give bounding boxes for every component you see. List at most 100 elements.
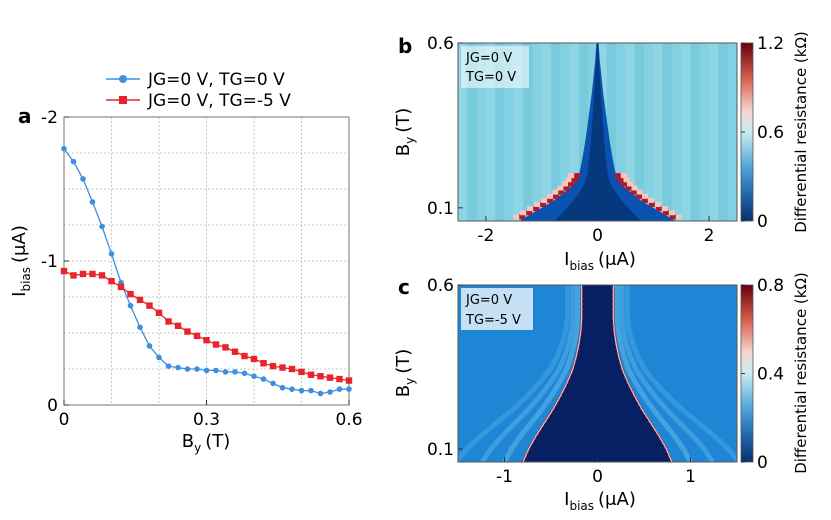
- data-point: [307, 371, 315, 378]
- data-point: [79, 270, 87, 278]
- data-point: [203, 367, 210, 374]
- switching-step: [533, 206, 540, 212]
- data-point: [269, 362, 277, 370]
- data-point: [327, 389, 333, 395]
- panel-b-annotation-box: [461, 46, 529, 88]
- panel-b-colorbar-label: Differential resistance (kΩ): [792, 31, 810, 233]
- switching-step-halo: [513, 214, 520, 220]
- switching-step: [567, 181, 574, 187]
- switching-step-halo: [623, 177, 630, 183]
- switching-step: [547, 197, 554, 203]
- switching-step: [655, 206, 662, 212]
- data-point: [61, 145, 67, 152]
- data-point: [317, 373, 324, 380]
- switching-step: [540, 201, 547, 207]
- data-point: [155, 309, 163, 317]
- legend-label-2: JG=0 V, TG=-5 V: [147, 91, 291, 111]
- panel-b-x-ticks: -2 0 2: [477, 216, 715, 246]
- panel-c-annotation-line-1: JG=0 V: [465, 293, 512, 308]
- stripe: [690, 43, 700, 221]
- stripe: [467, 43, 477, 221]
- data-point: [127, 290, 134, 298]
- data-point: [165, 318, 172, 325]
- y-tick-label: -2: [41, 108, 58, 128]
- stripe: [523, 43, 533, 221]
- switching-step: [563, 185, 570, 191]
- stripe: [616, 43, 626, 221]
- panel-a-legend: JG=0 V, TG=0 V JG=0 V, TG=-5 V: [106, 70, 291, 111]
- switching-step-halo: [546, 193, 553, 199]
- data-point: [326, 374, 334, 381]
- data-point: [184, 328, 191, 335]
- data-point: [308, 387, 314, 394]
- data-point: [336, 386, 343, 392]
- stripe: [560, 43, 570, 221]
- stripe: [551, 43, 561, 221]
- data-point: [336, 375, 343, 383]
- data-point: [250, 355, 258, 363]
- switching-step: [636, 193, 643, 199]
- panel-b-y-ticks: 0.1 0.6: [427, 34, 463, 219]
- y-tick-label: 0.6: [427, 276, 454, 296]
- stripe: [458, 43, 468, 221]
- stripe: [671, 43, 682, 221]
- legend-entry-1: JG=0 V, TG=0 V: [106, 70, 285, 90]
- panel-c-x-label: Ibias (μA): [564, 489, 636, 513]
- data-point: [279, 384, 286, 391]
- data-point: [184, 366, 191, 372]
- y-tick-label: 0: [47, 396, 58, 416]
- y-tick-label: 0.6: [427, 34, 454, 54]
- x-tick-label: 0: [592, 226, 603, 246]
- switching-step: [571, 177, 578, 183]
- x-tick-label: 0: [592, 467, 603, 487]
- switching-step-halo: [647, 197, 654, 203]
- x-tick-label: 1: [685, 467, 696, 487]
- switching-step: [617, 177, 624, 183]
- switching-step: [669, 214, 676, 220]
- stripe: [653, 43, 663, 221]
- switching-step-halo: [620, 173, 627, 179]
- data-point: [212, 341, 220, 348]
- data-point: [222, 344, 229, 351]
- panel-a-y-label: Ibias(μA): [9, 225, 33, 297]
- data-point: [136, 296, 144, 304]
- colorbar-tick-label: 1.2: [757, 34, 784, 54]
- data-point: [175, 364, 181, 371]
- x-tick-label: 0.3: [193, 410, 220, 430]
- colorbar-tick-label: 0: [757, 453, 768, 473]
- panel-a-letter: a: [18, 104, 32, 128]
- data-point: [70, 158, 77, 165]
- panel-c-annotation-line-2: TG=-5 V: [465, 313, 521, 328]
- stripe: [504, 43, 514, 221]
- switching-step-halo: [627, 181, 634, 187]
- panel-c-switching-edge-highlight: [522, 285, 673, 462]
- x-tick-label: 2: [704, 226, 715, 246]
- data-point: [108, 251, 115, 257]
- panel-a: a 0 0.3 0.6 0 -1 -2 By (T) Ibias(μA) JG=0 V, …: [9, 70, 363, 455]
- fringe-left: [480, 285, 576, 462]
- data-point: [89, 199, 96, 205]
- colorbar-tick-label: 0.4: [757, 365, 784, 385]
- panel-c-letter: c: [398, 275, 410, 299]
- switching-step: [614, 173, 621, 179]
- switching-step-halo: [675, 214, 682, 220]
- data-point: [146, 343, 153, 349]
- switching-step-halo: [565, 177, 572, 183]
- legend-entry-2: JG=0 V, TG=-5 V: [106, 91, 291, 111]
- switching-step: [630, 189, 637, 195]
- stripe: [532, 43, 542, 221]
- data-point: [174, 322, 182, 329]
- switching-step-halo: [668, 210, 675, 216]
- panel-b-annotation-line-1: JG=0 V: [465, 51, 512, 66]
- x-tick-label: 0: [59, 410, 70, 430]
- data-point: [241, 370, 248, 377]
- panel-c-x-ticks: -1 0 1: [496, 457, 696, 487]
- y-tick-label: 0.1: [427, 440, 454, 460]
- switching-step: [552, 193, 559, 199]
- switching-step: [648, 201, 655, 207]
- switching-step: [662, 210, 669, 216]
- data-point: [232, 369, 238, 375]
- switching-step-halo: [642, 193, 649, 199]
- panel-c-y-ticks: 0.1 0.6: [427, 276, 463, 460]
- panel-b: b -2 0 2 0.1 0.6 JG=0 V TG=0 V Ibias (μA) By…: [393, 31, 810, 273]
